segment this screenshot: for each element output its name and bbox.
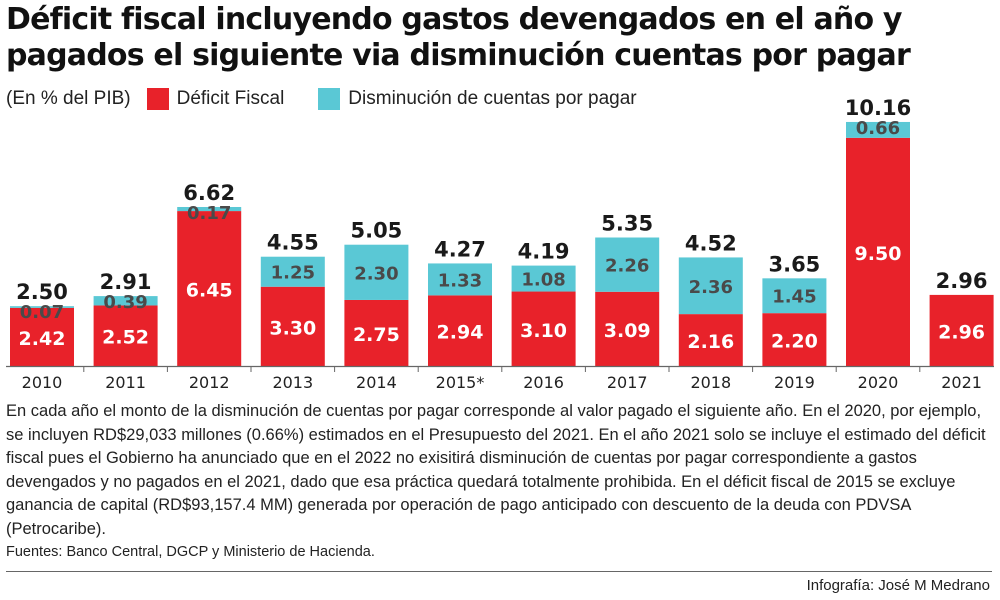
x-tick-label-2012: 2012 [189, 373, 230, 392]
stacked-bar-chart: 0.07 2.42 2.50 2010 0.39 2.52 2.91 2011 0.17 6.45… [6, 96, 994, 392]
bar-deficit-2021 [929, 294, 994, 366]
data-label-deficit-2012: 6.45 [186, 280, 233, 302]
data-label-total-2013: 4.55 [267, 231, 319, 255]
bar-cuentas-2011 [93, 296, 158, 306]
legend-label-deficit: Déficit Fiscal [176, 88, 285, 109]
data-label-cuentas-2020: 0.66 [856, 118, 900, 139]
data-label-total-2010: 2.50 [16, 280, 68, 304]
data-label-total-2019: 3.65 [768, 252, 820, 276]
data-label-total-2020: 10.16 [845, 96, 911, 120]
data-label-cuentas-2019: 1.45 [772, 287, 816, 308]
data-label-cuentas-2010: 0.07 [20, 302, 64, 323]
data-label-cuentas-2011: 0.39 [103, 292, 147, 313]
legend-item-deficit: Déficit Fiscal [146, 88, 285, 110]
data-label-deficit-2010: 2.42 [19, 328, 66, 350]
data-label-cuentas-2015*: 1.33 [438, 270, 482, 291]
bar-cuentas-2020 [846, 121, 910, 138]
data-label-total-2014: 5.05 [350, 219, 402, 243]
bar-deficit-2012 [177, 211, 242, 366]
data-label-deficit-2011: 2.52 [102, 327, 149, 349]
bar-deficit-2020 [846, 137, 910, 366]
data-label-total-2011: 2.91 [100, 270, 152, 294]
bar-deficit-2014 [344, 299, 409, 366]
bar-deficit-2010 [10, 307, 74, 366]
x-tick-label-2010: 2010 [22, 373, 63, 392]
bar-deficit-2016 [511, 291, 576, 366]
bar-deficit-2013 [260, 286, 325, 366]
x-tick-label-2017: 2017 [607, 373, 648, 392]
data-label-deficit-2018: 2.16 [687, 331, 734, 353]
bar-deficit-2011 [93, 305, 158, 366]
data-label-total-2012: 6.62 [183, 181, 235, 205]
data-label-cuentas-2013: 1.25 [271, 263, 315, 284]
data-label-cuentas-2017: 2.26 [605, 256, 649, 277]
credit: Infografía: José M Medrano [806, 577, 990, 594]
bar-cuentas-2014 [344, 244, 409, 300]
x-tick-label-2014: 2014 [356, 373, 397, 392]
data-label-deficit-2013: 3.30 [269, 317, 316, 339]
x-tick-label-2019: 2019 [774, 373, 815, 392]
legend-item-cuentas: Disminución de cuentas por pagar [318, 88, 637, 110]
data-label-cuentas-2018: 2.36 [689, 277, 733, 298]
bar-cuentas-2019 [762, 278, 827, 314]
unit-label: (En % del PIB) [6, 88, 131, 109]
legend-label-cuentas: Disminución de cuentas por pagar [348, 88, 637, 109]
data-label-total-2015*: 4.27 [434, 237, 486, 261]
chart-title: Déficit fiscal incluyendo gastos devenga… [6, 2, 911, 73]
data-label-total-2016: 4.19 [518, 240, 570, 264]
legend-swatch-cuentas [318, 88, 341, 110]
bar-deficit-2019 [762, 313, 827, 366]
bar-cuentas-2015* [428, 263, 492, 296]
sources: Fuentes: Banco Central, DGCP y Ministeri… [6, 544, 375, 560]
bar-cuentas-2013 [260, 256, 325, 287]
x-tick-label-2013: 2013 [272, 373, 313, 392]
bar-cuentas-2017 [595, 237, 660, 292]
x-tick-label-2021: 2021 [941, 373, 982, 392]
x-tick-label-2020: 2020 [858, 373, 899, 392]
bar-cuentas-2010 [10, 306, 74, 308]
x-tick-label-2015*: 2015* [436, 373, 485, 392]
bar-deficit-2015* [428, 295, 492, 366]
data-label-total-2017: 5.35 [601, 211, 653, 235]
bar-cuentas-2016 [511, 265, 576, 292]
data-label-cuentas-2016: 1.08 [521, 270, 565, 291]
data-label-deficit-2014: 2.75 [353, 324, 400, 346]
data-label-deficit-2020: 9.50 [855, 243, 902, 265]
data-label-deficit-2021: 2.96 [938, 321, 985, 343]
data-label-deficit-2015*: 2.94 [437, 322, 484, 344]
x-tick-label-2016: 2016 [523, 373, 564, 392]
legend-swatch-deficit [146, 88, 169, 110]
data-label-deficit-2016: 3.10 [520, 320, 567, 342]
bar-deficit-2018 [678, 314, 743, 366]
data-label-cuentas-2014: 2.30 [354, 263, 398, 284]
data-label-deficit-2017: 3.09 [604, 320, 651, 342]
data-label-total-2021: 2.96 [936, 269, 988, 293]
x-tick-label-2018: 2018 [690, 373, 731, 392]
bar-cuentas-2018 [678, 257, 743, 315]
data-label-deficit-2019: 2.20 [771, 331, 818, 353]
data-label-cuentas-2012: 0.17 [187, 203, 231, 224]
data-label-total-2018: 4.52 [685, 231, 737, 255]
divider [6, 571, 992, 572]
bar-deficit-2017 [595, 291, 660, 366]
footnote: En cada año el monto de la disminución d… [6, 402, 986, 538]
legend: (En % del PIB) Déficit Fiscal Disminució… [6, 86, 671, 112]
x-tick-label-2011: 2011 [105, 373, 146, 392]
bar-cuentas-2012 [177, 206, 242, 212]
